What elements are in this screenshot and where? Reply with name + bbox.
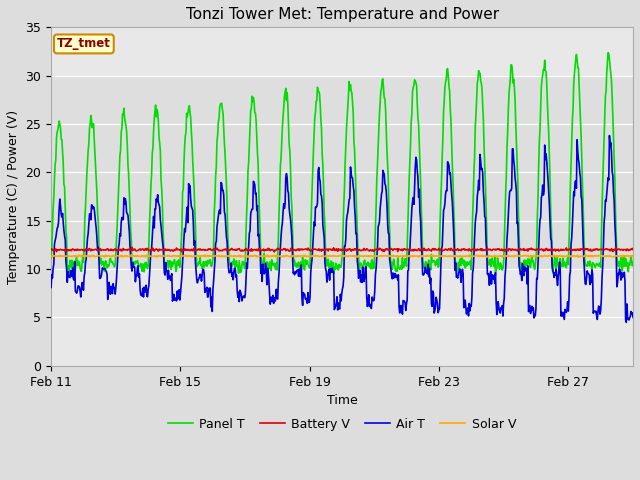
Panel T: [629, 260, 637, 265]
Panel T: [290, 259, 298, 265]
Air T: [47, 285, 55, 290]
Battery V: [128, 244, 136, 250]
Title: Tonzi Tower Met: Temperature and Power: Tonzi Tower Met: Temperature and Power: [186, 7, 499, 22]
Panel T: [184, 110, 192, 116]
Battery V: [185, 248, 193, 253]
Battery V: [518, 247, 526, 252]
Air T: [259, 261, 267, 267]
Solar V: [552, 254, 560, 260]
Solar V: [68, 254, 76, 260]
Line: Solar V: Solar V: [51, 255, 633, 257]
Air T: [68, 274, 76, 279]
Solar V: [260, 253, 268, 259]
Text: TZ_tmet: TZ_tmet: [57, 37, 111, 50]
Air T: [623, 320, 630, 325]
Battery V: [68, 247, 76, 252]
Line: Battery V: Battery V: [51, 247, 633, 252]
Battery V: [47, 247, 55, 252]
Solar V: [47, 253, 55, 259]
Solar V: [518, 253, 525, 259]
Y-axis label: Temperature (C) / Power (V): Temperature (C) / Power (V): [7, 109, 20, 284]
Panel T: [330, 271, 337, 277]
Solar V: [629, 253, 637, 259]
Battery V: [271, 249, 278, 255]
X-axis label: Time: Time: [326, 394, 358, 407]
Air T: [517, 269, 525, 275]
Panel T: [378, 85, 385, 91]
Solar V: [127, 252, 135, 258]
Battery V: [378, 247, 386, 252]
Bar: [51, 76, 633, 269]
Solar V: [291, 253, 298, 259]
Air T: [629, 314, 637, 320]
Battery V: [629, 247, 637, 252]
Line: Air T: Air T: [51, 135, 633, 323]
Air T: [377, 198, 385, 204]
Solar V: [185, 253, 193, 259]
Line: Panel T: Panel T: [51, 53, 633, 274]
Panel T: [518, 260, 525, 266]
Legend: Panel T, Battery V, Air T, Solar V: Panel T, Battery V, Air T, Solar V: [163, 413, 521, 436]
Panel T: [47, 255, 55, 261]
Battery V: [291, 247, 299, 253]
Panel T: [259, 265, 267, 271]
Air T: [290, 269, 298, 275]
Panel T: [604, 50, 612, 56]
Air T: [184, 220, 192, 226]
Panel T: [68, 257, 76, 263]
Air T: [605, 132, 613, 138]
Battery V: [260, 246, 268, 252]
Solar V: [378, 253, 385, 259]
